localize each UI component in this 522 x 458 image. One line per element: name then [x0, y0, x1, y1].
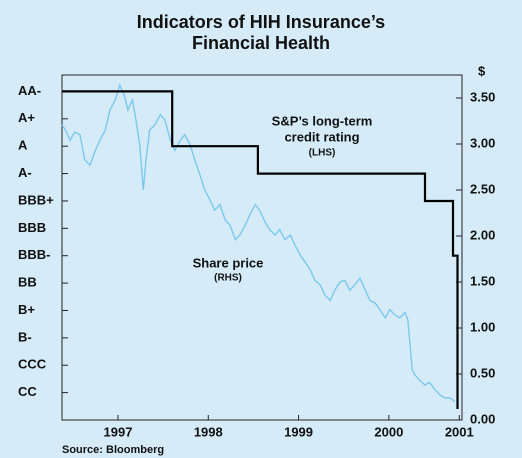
- y-tick-label: CC: [18, 384, 37, 399]
- y-tick-label: A+: [18, 110, 35, 125]
- y-tick-label: AA-: [18, 83, 41, 98]
- y2-tick-label: 3.00: [470, 135, 495, 150]
- y-tick-label: A-: [18, 165, 32, 180]
- y2-tick-label: 3.50: [470, 89, 495, 104]
- x-tick-label: 2000: [374, 424, 403, 439]
- y-tick-label: B+: [18, 302, 35, 317]
- y2-tick-label: 2.50: [470, 181, 495, 196]
- y-tick-label: A: [18, 138, 28, 153]
- annotation: (RHS): [214, 273, 242, 284]
- source: Source: Bloomberg: [62, 444, 164, 456]
- y-tick-label: BBB: [18, 220, 46, 235]
- y-tick-label: BB: [18, 275, 37, 290]
- annotation: (LHS): [309, 148, 336, 159]
- annotation: credit rating: [284, 129, 359, 144]
- y2-tick-label: 0.50: [470, 365, 495, 380]
- y-tick-label: CCC: [18, 357, 47, 372]
- x-tick-label: 1998: [194, 424, 223, 439]
- series-line: [62, 90, 459, 409]
- annotation: S&P’s long-term: [272, 113, 373, 128]
- x-tick-label: 2001: [445, 424, 474, 439]
- chart-title: Indicators of HIH Insurance’s Financial …: [136, 12, 386, 53]
- y2-tick-label: 1.50: [470, 273, 495, 288]
- y2-tick-label: 0.00: [470, 411, 495, 426]
- y2-tick-label: 1.00: [470, 319, 495, 334]
- series-line: [61, 83, 456, 403]
- y2-tick-label: 2.00: [470, 227, 495, 242]
- y-tick-label: BBB+: [18, 192, 54, 207]
- y-tick-label: BBB-: [18, 247, 51, 262]
- y2-axis-label: $: [478, 63, 486, 78]
- plot-area: [61, 74, 463, 421]
- y-tick-label: B-: [18, 329, 32, 344]
- annotation: Share price: [193, 255, 264, 270]
- x-tick-label: 1999: [284, 424, 313, 439]
- x-tick-label: 1997: [104, 424, 133, 439]
